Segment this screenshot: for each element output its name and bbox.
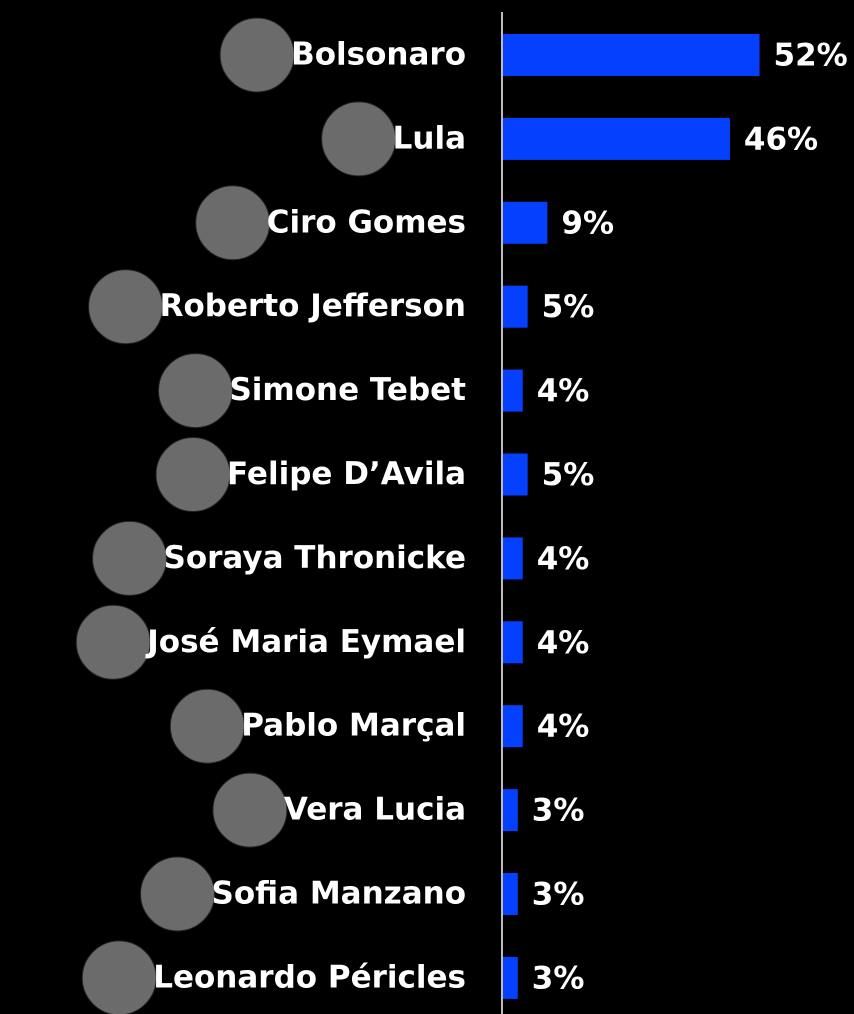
value-label: 3% <box>532 960 585 996</box>
category-label: Lula <box>393 120 466 156</box>
category-label: Vera Lucia <box>284 792 466 828</box>
bar <box>503 873 518 915</box>
value-label: 5% <box>542 289 595 325</box>
bar <box>503 705 523 748</box>
value-label: 9% <box>561 205 614 241</box>
avatar <box>140 856 216 932</box>
category-label: Simone Tebet <box>229 372 466 408</box>
value-label: 5% <box>542 457 595 493</box>
avatar <box>321 101 397 177</box>
avatar <box>157 353 233 429</box>
category-label: Pablo Marçal <box>241 708 466 744</box>
bar <box>503 621 523 664</box>
avatar <box>212 772 288 848</box>
value-label: 4% <box>537 625 590 661</box>
bar <box>503 201 548 244</box>
avatar <box>88 269 164 345</box>
value-label: 3% <box>532 877 585 913</box>
bar <box>503 369 523 412</box>
avatar <box>169 688 245 764</box>
bar <box>503 537 523 580</box>
category-label: José Maria Eymael <box>145 624 466 660</box>
category-label: Felipe D’Avila <box>227 456 466 492</box>
avatar <box>81 940 157 1014</box>
bar <box>503 956 518 999</box>
bar <box>503 789 518 832</box>
value-label: 4% <box>537 541 590 577</box>
value-label: 46% <box>744 121 818 157</box>
category-label: Bolsonaro <box>291 37 466 73</box>
value-label: 4% <box>537 373 590 409</box>
avatar <box>75 604 151 680</box>
avatar <box>219 17 295 93</box>
avatar <box>195 185 271 261</box>
avatar <box>155 437 231 512</box>
value-label: 4% <box>537 709 590 745</box>
bar <box>503 453 528 496</box>
category-label: Leonardo Péricles <box>153 959 466 995</box>
bar <box>503 117 730 160</box>
bar <box>503 285 528 328</box>
value-label: 52% <box>774 38 848 74</box>
category-label: Soraya Thronicke <box>164 540 466 576</box>
value-label: 3% <box>532 793 585 829</box>
category-label: Roberto Jefferson <box>160 288 466 324</box>
category-label: Sofia Manzano <box>212 876 466 912</box>
avatar <box>92 520 168 596</box>
bar <box>503 34 760 76</box>
category-label: Ciro Gomes <box>267 204 466 240</box>
